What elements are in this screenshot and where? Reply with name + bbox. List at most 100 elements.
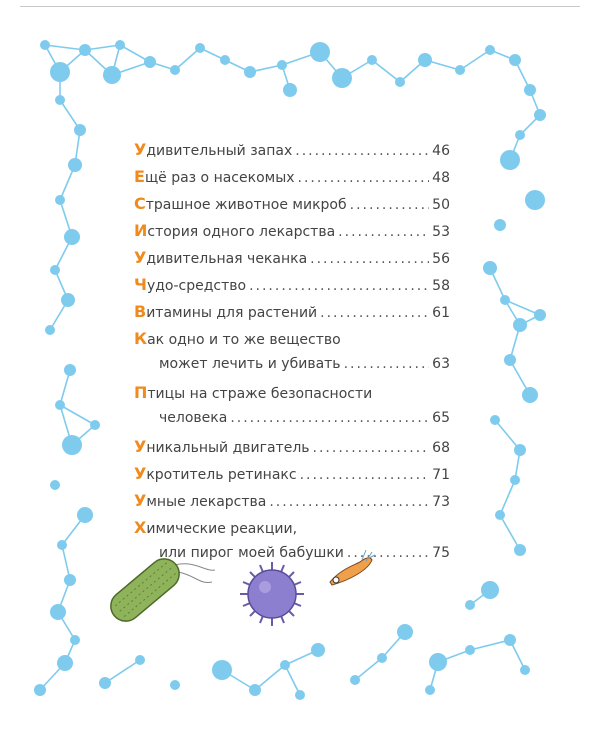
atom-node <box>534 309 546 321</box>
atom-node <box>64 364 76 376</box>
atom-node <box>500 295 510 305</box>
initial-letter: У <box>134 437 147 456</box>
atom-node <box>70 635 80 645</box>
microorganism-illustration <box>329 549 376 586</box>
toc-entry-continuation: человека 65 <box>134 410 450 437</box>
atom-node <box>280 660 290 670</box>
initial-letter: У <box>134 140 147 159</box>
initial-letter: У <box>134 491 147 510</box>
atom-node <box>50 62 70 82</box>
atom-node <box>429 653 447 671</box>
atom-node <box>57 540 67 550</box>
atom-node <box>310 42 330 62</box>
entry-title: кротитель ретинакс <box>146 467 297 483</box>
atom-node <box>103 66 121 84</box>
atom-node <box>397 624 413 640</box>
bacterium-illustration <box>110 558 216 622</box>
bond-line <box>44 44 86 51</box>
page-number: 58 <box>432 278 450 294</box>
atom-node <box>55 95 65 105</box>
atom-node <box>99 677 111 689</box>
atom-node <box>504 354 516 366</box>
atom-node <box>485 45 495 55</box>
atom-node <box>418 53 432 67</box>
atom-node <box>525 190 545 210</box>
atom-node <box>34 684 46 696</box>
atom-node <box>50 480 60 490</box>
initial-letter: П <box>134 383 148 402</box>
atom-node <box>295 690 305 700</box>
entry-title: трашное животное микроб <box>145 197 347 213</box>
atom-node <box>494 219 506 231</box>
atom-node <box>244 66 256 78</box>
atom-node <box>220 55 230 65</box>
atom-node <box>377 653 387 663</box>
atom-node <box>64 229 80 245</box>
entry-title: удо-средство <box>146 278 247 294</box>
atom-node <box>481 581 499 599</box>
atom-node <box>170 65 180 75</box>
atom-node <box>283 83 297 97</box>
atom-node <box>509 54 521 66</box>
entry-title: дивительная чеканка <box>146 251 308 267</box>
atom-node <box>61 293 75 307</box>
initial-letter: Х <box>134 518 147 537</box>
atom-node <box>45 325 55 335</box>
atom-node <box>79 44 91 56</box>
atom-node <box>135 655 145 665</box>
atom-node <box>115 40 125 50</box>
page-number: 68 <box>432 440 450 456</box>
atom-node <box>55 400 65 410</box>
page-number: 71 <box>432 467 450 483</box>
toc-entry: Ещё раз о насекомых 48 <box>134 167 450 194</box>
atom-node <box>77 507 93 523</box>
atom-node <box>40 40 50 50</box>
entry-title: щё раз о насекомых <box>144 170 295 186</box>
atom-node <box>515 130 525 140</box>
page-number: 61 <box>432 305 450 321</box>
atom-node <box>55 195 65 205</box>
atom-node <box>425 685 435 695</box>
atom-node <box>50 265 60 275</box>
entry-title: итамины для растений <box>146 305 318 321</box>
initial-letter: У <box>134 464 147 483</box>
bond-line <box>59 404 96 426</box>
atom-node <box>522 387 538 403</box>
page-number: 56 <box>432 251 450 267</box>
entry-title-continued: человека <box>159 410 228 426</box>
atom-node <box>395 77 405 87</box>
entry-title: тицы на страже безопасности <box>147 386 373 402</box>
atom-node <box>195 43 205 53</box>
bond-line <box>459 49 491 71</box>
atom-node <box>514 444 526 456</box>
page-number: 46 <box>432 143 450 159</box>
atom-node <box>350 675 360 685</box>
initial-letter: Е <box>134 167 145 186</box>
entry-title-continued: может лечить и убивать <box>159 356 341 372</box>
atom-node <box>332 68 352 88</box>
atom-node <box>68 158 82 172</box>
bond-line <box>174 47 201 71</box>
atom-node <box>367 55 377 65</box>
atom-node <box>50 604 66 620</box>
entry-title: мные лекарства <box>146 494 267 510</box>
atom-node <box>534 109 546 121</box>
bond-line <box>499 514 521 551</box>
page-top-rule <box>20 6 580 7</box>
initial-letter: К <box>134 329 148 348</box>
virus-illustration <box>240 562 304 626</box>
bond-line <box>504 299 541 316</box>
toc-entry-continuation: может лечить и убивать 63 <box>134 356 450 383</box>
atom-node <box>64 574 76 586</box>
atom-node <box>524 84 536 96</box>
atom-node <box>90 420 100 430</box>
page-number: 75 <box>432 545 450 561</box>
